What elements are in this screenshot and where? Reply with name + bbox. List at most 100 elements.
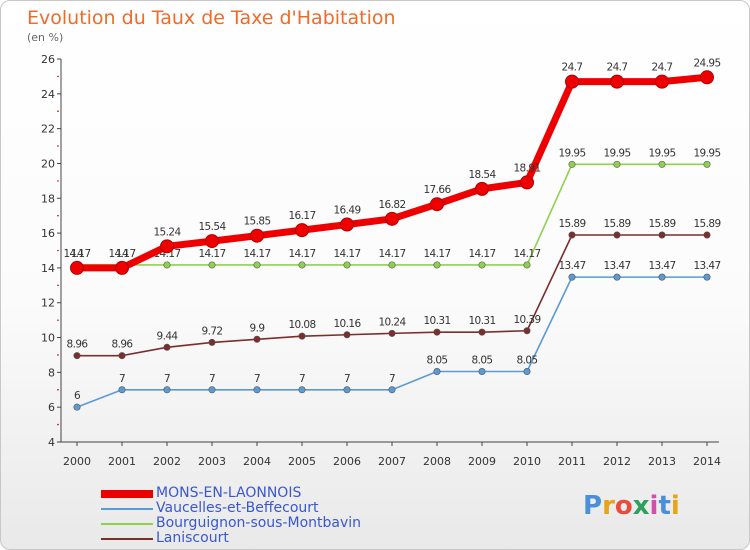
- data-point: [703, 160, 711, 168]
- legend-label: Bourguignon-sous-Montbavin: [156, 515, 362, 531]
- data-point: [298, 386, 306, 394]
- data-label: 15.89: [558, 218, 585, 230]
- y-minor-tick: [57, 319, 59, 321]
- data-point: [478, 261, 486, 269]
- data-point: [388, 329, 396, 337]
- data-point: [433, 261, 441, 269]
- series-line-0: [73, 73, 711, 272]
- x-tick-label: 2002: [153, 455, 181, 468]
- data-label: 13.47: [693, 260, 720, 272]
- data-label: 15.89: [603, 218, 630, 230]
- proxiti-logo: Proxiti: [583, 491, 680, 521]
- data-label: 10.24: [378, 316, 406, 328]
- data-label: 16.17: [288, 210, 315, 222]
- data-point: [163, 261, 171, 269]
- data-label: 14.17: [333, 248, 360, 260]
- data-label: 7: [254, 373, 260, 385]
- x-tick-label: 2011: [558, 455, 586, 468]
- y-tick-label: 14: [41, 262, 55, 275]
- y-tick-label: 26: [41, 53, 55, 66]
- data-label: 14.17: [108, 248, 135, 260]
- data-point: [343, 331, 351, 339]
- x-tick-label: 2012: [603, 455, 631, 468]
- y-tick-label: 16: [41, 227, 55, 240]
- data-point: [208, 338, 216, 346]
- y-tick-label: 10: [41, 332, 55, 345]
- data-label: 18.54: [468, 169, 496, 181]
- data-label: 24.7: [652, 62, 673, 74]
- data-label: 19.95: [558, 147, 585, 159]
- data-label: 17.66: [423, 184, 451, 196]
- data-label: 19.95: [648, 147, 675, 159]
- data-label: 14.17: [468, 248, 495, 260]
- x-tick-label: 2010: [513, 455, 541, 468]
- data-point: [118, 386, 126, 394]
- x-tick-label: 2014: [693, 455, 721, 468]
- data-label: 15.89: [693, 218, 720, 230]
- data-point: [478, 367, 486, 375]
- legend-swatch: [101, 538, 153, 540]
- data-point: [703, 231, 711, 239]
- y-tick-label: 8: [48, 366, 55, 379]
- data-label: 15.24: [153, 226, 181, 238]
- y-tick-label: 20: [41, 157, 55, 170]
- data-point: [523, 261, 531, 269]
- data-label: 16.82: [378, 199, 405, 211]
- data-point: [613, 231, 621, 239]
- data-point: [478, 328, 486, 336]
- y-minor-tick: [57, 354, 59, 356]
- data-point: [703, 273, 711, 281]
- data-point: [520, 175, 534, 190]
- chart-title: Evolution du Taux de Taxe d'Habitation: [27, 7, 396, 29]
- y-minor-tick: [57, 180, 59, 182]
- data-label: 8.96: [112, 339, 134, 351]
- data-label: 14.17: [288, 248, 315, 260]
- data-point: [295, 223, 309, 238]
- y-tick-label: 24: [41, 88, 55, 101]
- y-tick-label: 18: [41, 192, 55, 205]
- data-label: 24.95: [693, 57, 720, 69]
- data-label: 7: [119, 373, 125, 385]
- x-tick-label: 2013: [648, 455, 676, 468]
- data-point: [658, 273, 666, 281]
- data-label: 15.54: [198, 221, 226, 233]
- legend-label: MONS-EN-LAONNOIS: [156, 485, 302, 501]
- legend-swatch: [101, 523, 153, 525]
- y-minor-tick: [57, 145, 59, 147]
- x-tick-label: 2008: [423, 455, 451, 468]
- data-point: [433, 367, 441, 375]
- data-label: 19.95: [693, 147, 720, 159]
- data-point: [343, 386, 351, 394]
- x-tick-label: 2009: [468, 455, 496, 468]
- data-point: [73, 352, 81, 360]
- data-label: 8.05: [427, 354, 448, 366]
- data-point: [658, 160, 666, 168]
- data-point: [430, 197, 444, 212]
- data-point: [163, 343, 171, 351]
- data-point: [568, 231, 576, 239]
- data-point: [658, 231, 666, 239]
- data-label: 24.7: [607, 62, 628, 74]
- data-point: [115, 260, 129, 275]
- data-label: 6: [74, 390, 81, 402]
- data-label: 8.05: [472, 354, 493, 366]
- data-point: [565, 74, 579, 89]
- data-label: 9.72: [202, 325, 223, 337]
- data-label: 14.17: [63, 248, 90, 260]
- data-point: [388, 261, 396, 269]
- data-label: 7: [164, 373, 170, 385]
- data-label: 7: [209, 373, 215, 385]
- y-minor-tick: [57, 110, 59, 113]
- y-tick-label: 4: [48, 436, 55, 449]
- data-point: [298, 332, 306, 340]
- data-point: [613, 273, 621, 281]
- data-point: [253, 261, 261, 269]
- data-label: 10.31: [468, 315, 495, 327]
- x-tick-label: 2006: [333, 455, 361, 468]
- data-label: 24.7: [562, 62, 583, 74]
- data-label: 10.39: [513, 314, 540, 326]
- data-label: 10.08: [288, 319, 315, 331]
- data-point: [118, 352, 126, 360]
